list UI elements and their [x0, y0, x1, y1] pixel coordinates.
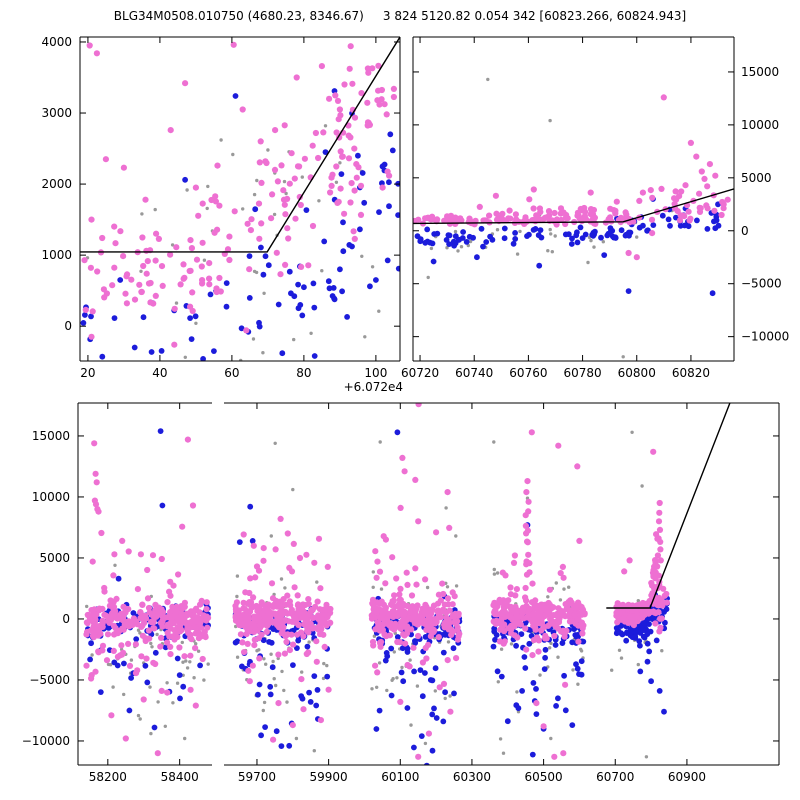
x-tick-label: 60780 [563, 366, 601, 380]
points-pink [413, 94, 731, 261]
tick-marks [78, 403, 779, 765]
x-tick-label: 40 [152, 366, 167, 380]
x-tick-label: 60300 [453, 770, 491, 784]
axes-spines [79, 36, 401, 362]
figure-title: BLG34M0508.010750 (4680.23, 8346.67) 3 8… [113, 9, 687, 23]
x-tick-label: 60720 [401, 366, 439, 380]
y-tick-label: 0 [741, 224, 749, 238]
points-blue [80, 88, 400, 361]
y-tick-label: −5000 [741, 277, 782, 291]
axes-spines [412, 36, 735, 362]
tick-marks [80, 37, 400, 361]
y-tick-label: 0 [64, 319, 72, 333]
tick-marks [413, 37, 734, 361]
y-tick-label: 10000 [741, 118, 779, 132]
y-tick-label: 5000 [741, 171, 772, 185]
x-tick-label: 59700 [238, 770, 276, 784]
y-tick-label: 1000 [41, 248, 72, 262]
tick-labels: 58200 58400 59700 59900 60100 60300 60500 60700… [22, 429, 706, 784]
x-tick-label: 60100 [381, 770, 419, 784]
x-tick-label: 100 [364, 366, 387, 380]
y-tick-label: −10000 [741, 330, 789, 344]
y-tick-label: 15000 [32, 429, 70, 443]
points-pink [81, 41, 397, 348]
x-tick-label: 80 [296, 366, 311, 380]
y-tick-label: 3000 [41, 106, 72, 120]
subplot-last-window: 60720 60740 60760 60780 60800 60820 −10000 −500… [401, 36, 789, 380]
axes-spines [77, 402, 780, 766]
points-blue [85, 428, 670, 765]
x-tick-label: 20 [80, 366, 95, 380]
tick-labels: 60720 60740 60760 60780 60800 60820 −10000 −500… [401, 65, 789, 380]
x-tick-label: 60820 [672, 366, 710, 380]
y-tick-label: 4000 [41, 35, 72, 49]
x-tick-label: 58200 [89, 770, 127, 784]
y-tick-label: 0 [62, 612, 70, 626]
scatter-points [413, 77, 731, 359]
points-blue [414, 196, 722, 297]
y-tick-label: −10000 [22, 734, 70, 748]
x-tick-label: 60500 [525, 770, 563, 784]
x-tick-label: 60900 [668, 770, 706, 784]
model-line [80, 37, 400, 253]
y-tick-label: 10000 [32, 490, 70, 504]
x-tick-label: 59900 [310, 770, 348, 784]
x-tick-label: 60 [224, 366, 239, 380]
scatter-points [83, 403, 671, 765]
x-axis-offset-label: +6.072e4 [344, 380, 403, 394]
y-tick-label: 5000 [39, 551, 70, 565]
y-tick-label: −5000 [29, 673, 70, 687]
model-line [606, 403, 731, 609]
model-line [413, 188, 734, 225]
x-tick-label: 60700 [596, 770, 634, 784]
points-pink [83, 403, 671, 760]
y-tick-label: 15000 [741, 65, 779, 79]
y-tick-label: 2000 [41, 177, 72, 191]
subplot-full-lightcurve: 58200 58400 59700 59900 60100 60300 60500 60700… [22, 402, 780, 784]
x-tick-label: 58400 [161, 770, 199, 784]
x-tick-label: 60760 [509, 366, 547, 380]
scatter-points [80, 41, 400, 361]
x-tick-label: 60800 [618, 366, 656, 380]
points-gray [85, 124, 381, 361]
x-tick-label: 60740 [455, 366, 493, 380]
